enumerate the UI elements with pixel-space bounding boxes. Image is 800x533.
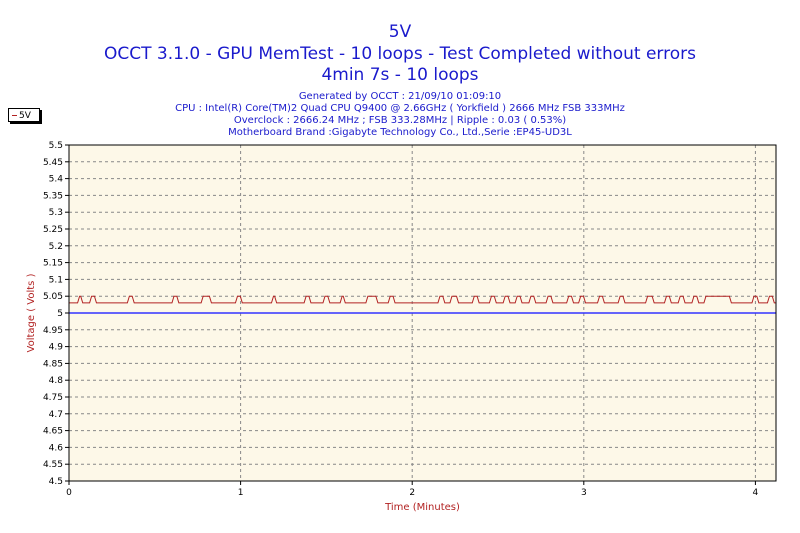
cpu-line: CPU : Intel(R) Core(TM)2 Quad CPU Q9400 … bbox=[175, 103, 625, 114]
tick-label-y: 5.1 bbox=[49, 275, 63, 285]
tick-label-y: 4.6 bbox=[49, 443, 64, 453]
tick-label-y: 5 bbox=[57, 309, 63, 319]
plot-border bbox=[68, 144, 777, 482]
overclock-line: Overclock : 2666.24 MHz ; FSB 333.28MHz … bbox=[233, 115, 567, 126]
tick-label-y: 4.5 bbox=[49, 477, 63, 487]
chart-subtitle: OCCT 3.1.0 - GPU MemTest - 10 loops - Te… bbox=[104, 44, 696, 64]
tick-label-x: 0 bbox=[66, 488, 72, 498]
motherboard-line: Motherboard Brand :Gigabyte Technology C… bbox=[228, 127, 572, 138]
tick-label-y: 4.85 bbox=[43, 359, 63, 369]
tick-label-y: 5.25 bbox=[43, 225, 63, 235]
legend-swatch bbox=[12, 115, 17, 116]
tick-label-y: 4.7 bbox=[49, 410, 63, 420]
tick-label-y: 5.35 bbox=[43, 191, 63, 201]
tick-label-x: 2 bbox=[409, 488, 415, 498]
tick-label-y: 4.9 bbox=[49, 343, 64, 353]
tick-label-y: 5.05 bbox=[43, 292, 63, 302]
legend-label: 5V bbox=[19, 111, 31, 121]
tick-label-y: 5.45 bbox=[43, 158, 63, 168]
chart-duration: 4min 7s - 10 loops bbox=[321, 65, 479, 85]
chart-title: 5V bbox=[388, 22, 412, 42]
tick-label-x: 1 bbox=[238, 488, 244, 498]
tick-label-y: 4.55 bbox=[43, 460, 63, 470]
generated-line: Generated by OCCT : 21/09/10 01:09:10 bbox=[298, 91, 502, 102]
tick-label-y: 4.95 bbox=[43, 326, 63, 336]
series-5v-line bbox=[69, 295, 776, 304]
tick-label-y: 4.75 bbox=[43, 393, 63, 403]
tick-label-x: 4 bbox=[753, 488, 759, 498]
tick-label-y: 5.4 bbox=[49, 175, 64, 185]
tick-label-x: 3 bbox=[581, 488, 587, 498]
legend: 5V bbox=[8, 108, 40, 122]
y-axis-label: Voltage ( Volts ) bbox=[26, 273, 37, 352]
x-axis-label: Time (Minutes) bbox=[384, 502, 460, 513]
tick-label-y: 5.15 bbox=[43, 259, 63, 269]
tick-label-y: 5.5 bbox=[49, 141, 63, 151]
tick-label-y: 4.65 bbox=[43, 427, 63, 437]
tick-label-y: 5.3 bbox=[49, 208, 63, 218]
tick-label-y: 5.2 bbox=[49, 242, 63, 252]
tick-label-y: 4.8 bbox=[49, 376, 64, 386]
